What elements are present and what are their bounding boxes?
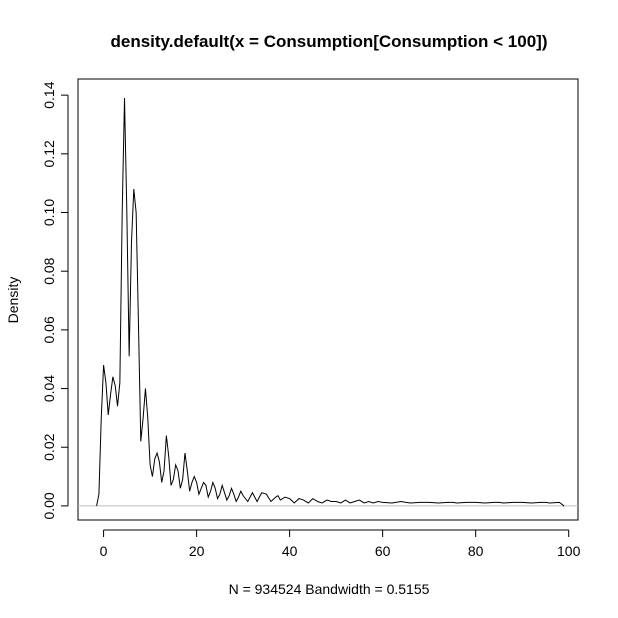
y-axis: 0.00 0.02 0.04 0.06 0.08 0.10 0.12 0.14 (41, 81, 69, 520)
x-axis: 0 20 40 60 80 100 (100, 529, 581, 559)
y-tick-label: 0.02 (41, 433, 57, 460)
y-tick-label: 0.00 (41, 492, 57, 519)
y-axis-label: Density (5, 277, 21, 324)
x-tick-label: 80 (468, 543, 484, 559)
x-tick-label: 60 (375, 543, 391, 559)
x-tick-label: 20 (189, 543, 205, 559)
x-tick-label: 40 (282, 543, 298, 559)
y-tick-label: 0.04 (41, 375, 57, 402)
chart-title: density.default(x = Consumption[Consumpt… (111, 32, 548, 51)
y-tick-label: 0.10 (41, 199, 57, 226)
x-axis-label: N = 934524 Bandwidth = 0.5155 (229, 581, 430, 597)
plot-frame (77, 78, 579, 521)
x-tick-label: 0 (100, 543, 108, 559)
x-tick-label: 100 (557, 543, 581, 559)
density-curve (96, 98, 565, 507)
y-tick-label: 0.12 (41, 140, 57, 167)
y-tick-label: 0.08 (41, 257, 57, 284)
y-tick-label: 0.14 (41, 81, 57, 108)
y-tick-label: 0.06 (41, 316, 57, 343)
